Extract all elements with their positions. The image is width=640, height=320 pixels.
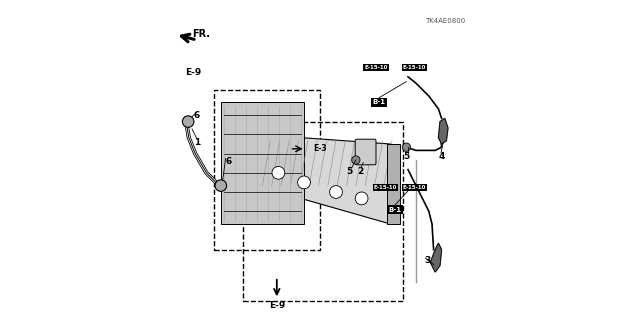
Text: 2: 2 bbox=[357, 167, 363, 176]
Polygon shape bbox=[438, 118, 448, 144]
Text: 6: 6 bbox=[226, 157, 232, 166]
Polygon shape bbox=[430, 243, 442, 272]
Text: 1: 1 bbox=[194, 138, 200, 147]
Text: B-1: B-1 bbox=[388, 207, 402, 212]
Text: TK4AE0800: TK4AE0800 bbox=[425, 18, 465, 24]
Text: B-1: B-1 bbox=[372, 100, 386, 105]
Text: 5: 5 bbox=[403, 152, 410, 161]
Text: E-9: E-9 bbox=[269, 301, 285, 310]
Polygon shape bbox=[256, 134, 390, 224]
Text: 5: 5 bbox=[347, 167, 353, 176]
Text: 3: 3 bbox=[424, 256, 430, 265]
Circle shape bbox=[330, 186, 342, 198]
Text: E-15-10: E-15-10 bbox=[364, 65, 388, 70]
Text: E-15-10: E-15-10 bbox=[374, 185, 397, 190]
Circle shape bbox=[272, 166, 285, 179]
FancyBboxPatch shape bbox=[355, 139, 376, 165]
Circle shape bbox=[352, 156, 360, 164]
Text: E-9: E-9 bbox=[186, 68, 202, 76]
Polygon shape bbox=[387, 144, 400, 224]
Text: FR.: FR. bbox=[192, 28, 210, 39]
Text: E-15-10: E-15-10 bbox=[403, 185, 426, 190]
Circle shape bbox=[215, 180, 227, 191]
Text: 4: 4 bbox=[439, 152, 445, 161]
Polygon shape bbox=[221, 102, 304, 224]
Text: E-3: E-3 bbox=[313, 144, 326, 153]
Circle shape bbox=[298, 176, 310, 189]
Circle shape bbox=[182, 116, 194, 127]
Circle shape bbox=[402, 143, 411, 151]
Circle shape bbox=[355, 192, 368, 205]
Text: E-15-10: E-15-10 bbox=[403, 65, 426, 70]
Text: 6: 6 bbox=[194, 111, 200, 120]
